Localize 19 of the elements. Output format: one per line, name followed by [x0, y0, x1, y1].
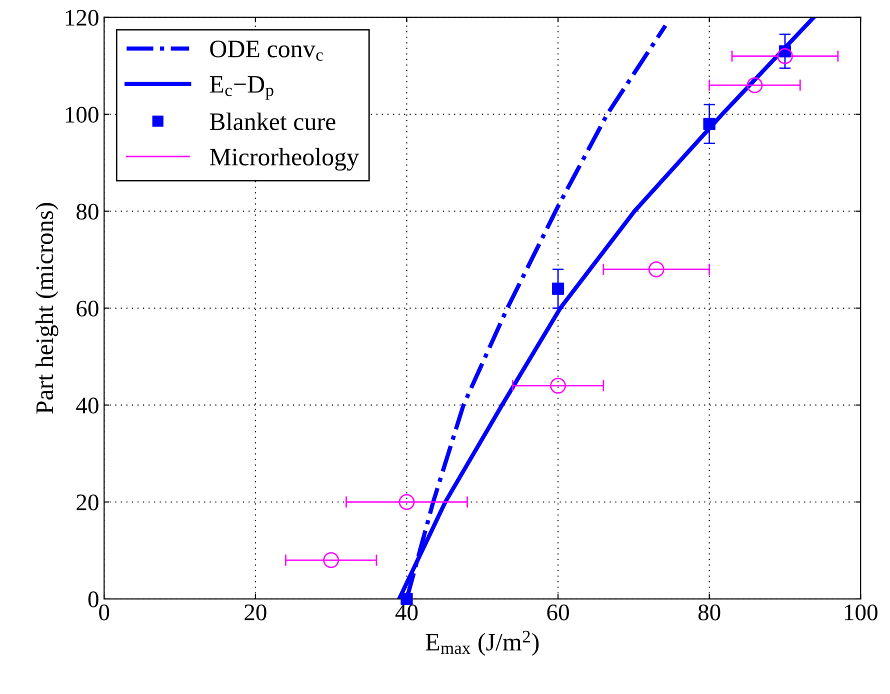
y-axis-title: Part height (microns): [36, 203, 58, 414]
legend-label: Blanket cure: [210, 112, 336, 130]
legend-label: Microrheology: [210, 148, 359, 171]
y-tick-label: 0: [88, 591, 98, 608]
legend-label: ODE conv$_{c}$: [210, 40, 323, 61]
y-tick-label: 120: [66, 10, 98, 26]
x-tick-label: 40: [395, 604, 418, 620]
y-tick-label: 20: [76, 494, 98, 510]
y-tick-label: 100: [66, 106, 98, 123]
x-axis-title: E$_{max}$ (J/m$^{2}$): [426, 630, 539, 656]
x-tick-label: 100: [845, 604, 878, 620]
x-tick-label: 20: [244, 604, 266, 620]
legend-label: E$_{c}$−D$_{p}$: [210, 76, 274, 100]
y-tick-label: 60: [76, 300, 98, 317]
x-tick-label: 80: [698, 604, 720, 620]
y-tick-label: 40: [76, 398, 98, 414]
x-tick-label: 60: [547, 604, 569, 620]
x-tick-label: 0: [99, 604, 110, 620]
y-tick-label: 80: [76, 204, 98, 220]
